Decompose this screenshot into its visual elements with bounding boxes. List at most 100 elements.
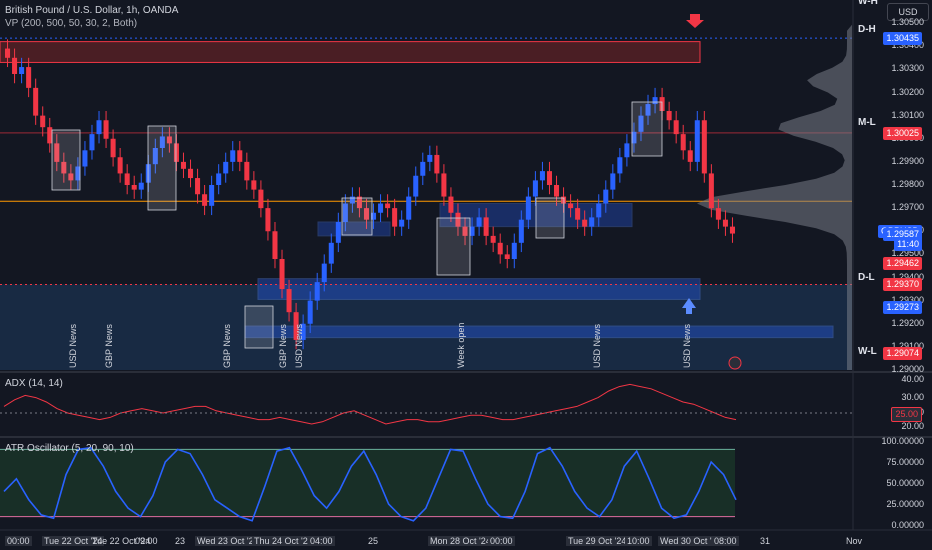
- candle: [448, 196, 454, 213]
- time-axis-label: Tue 29 Oct '24: [566, 536, 629, 546]
- event-label: USD News: [682, 323, 692, 368]
- candle: [497, 242, 503, 255]
- candle: [103, 120, 109, 139]
- candle: [532, 180, 538, 197]
- price-axis-label: 1.29800: [891, 179, 924, 189]
- volume-profile: [697, 0, 852, 370]
- session-box: [147, 125, 177, 211]
- price-tag: 1.29462: [883, 257, 922, 271]
- candle: [335, 222, 341, 243]
- candle: [441, 173, 447, 197]
- candle: [54, 143, 60, 162]
- candle: [413, 175, 419, 197]
- time-axis-label: 04:00: [308, 536, 335, 546]
- candle: [138, 182, 144, 190]
- candle: [385, 203, 391, 209]
- time-axis-label: 10:00: [625, 536, 652, 546]
- adx-axis-label: 40.00: [901, 374, 924, 384]
- candle: [722, 219, 728, 227]
- price-axis-label: 1.29400: [891, 271, 924, 282]
- price-tag: 1.30025: [883, 126, 922, 140]
- candle: [237, 150, 243, 162]
- candle: [328, 242, 334, 264]
- demand-zone: [257, 278, 701, 300]
- candle: [12, 57, 18, 74]
- candle: [47, 127, 53, 144]
- candle: [349, 196, 355, 204]
- session-box: [436, 217, 471, 276]
- time-axis-label: 00:00: [5, 536, 32, 546]
- adx-tag: 25.00: [891, 407, 922, 422]
- price-axis-label: 1.29000: [891, 364, 924, 374]
- candle: [638, 115, 644, 132]
- candle: [209, 185, 215, 206]
- volume-profile-indicator-label[interactable]: VP (200, 500, 50, 30, 2, Both): [5, 18, 138, 29]
- level-label: D-L: [858, 271, 875, 283]
- level-label: W-L: [858, 345, 877, 357]
- candle: [694, 120, 700, 162]
- candle: [321, 263, 327, 283]
- candle: [483, 217, 489, 236]
- candle: [363, 208, 369, 220]
- price-axis-label: 1.30400: [891, 40, 924, 51]
- candle: [596, 203, 602, 218]
- event-label: USD News: [68, 323, 78, 368]
- candle: [427, 154, 433, 162]
- candle: [652, 97, 658, 105]
- candle: [378, 203, 384, 213]
- candle: [180, 161, 186, 169]
- candle: [673, 120, 679, 135]
- candle: [525, 196, 531, 220]
- alert-icon: [728, 356, 742, 370]
- candle: [631, 131, 637, 144]
- price-tag: 1.29273: [883, 300, 922, 314]
- down-arrow-icon: [686, 14, 704, 28]
- candle: [371, 212, 377, 220]
- up-arrow-icon: [682, 298, 696, 314]
- candle: [603, 189, 609, 204]
- candle: [575, 208, 581, 220]
- currency-button[interactable]: USD: [887, 3, 929, 21]
- event-label: GBP News: [222, 324, 232, 368]
- atr-axis-label: 50.00000: [886, 478, 924, 488]
- candle: [5, 48, 11, 58]
- candle: [251, 180, 257, 190]
- candle: [166, 136, 172, 144]
- resistance-zone: [0, 41, 701, 63]
- candle: [272, 231, 278, 259]
- candle: [490, 235, 496, 243]
- candle: [152, 148, 158, 165]
- atr-line: [3, 446, 737, 522]
- candle: [293, 312, 299, 340]
- candle: [286, 289, 292, 313]
- candle: [89, 134, 95, 151]
- price-axis-label: 1.29900: [891, 155, 924, 166]
- candle: [124, 173, 130, 185]
- candle: [666, 111, 672, 121]
- candle: [117, 157, 123, 174]
- candle: [708, 173, 714, 209]
- candle: [568, 203, 574, 209]
- price-axis-label: 1.30100: [891, 109, 924, 120]
- session-box: [244, 305, 274, 349]
- event-label: GBP News: [104, 324, 114, 368]
- session-box: [51, 129, 81, 191]
- adx-label[interactable]: ADX (14, 14): [5, 378, 63, 389]
- candle: [82, 150, 88, 167]
- atr-label[interactable]: ATR Oscillator (5, 20, 90, 10): [5, 443, 134, 454]
- session-box: [341, 197, 373, 236]
- candle: [188, 168, 194, 179]
- candle: [61, 161, 67, 174]
- price-axis-label: 1.29300: [891, 294, 924, 305]
- time-axis-label: Wed 30 Oct '24: [658, 536, 724, 546]
- candle: [19, 67, 25, 74]
- weekly-low-zone: [0, 284, 852, 370]
- candle: [561, 196, 567, 204]
- candle: [75, 166, 81, 181]
- candle: [307, 300, 313, 324]
- candle: [546, 171, 552, 185]
- time-axis-label: 00:00: [488, 536, 515, 546]
- time-axis-label: 31: [760, 536, 771, 546]
- adx-line: [3, 383, 737, 425]
